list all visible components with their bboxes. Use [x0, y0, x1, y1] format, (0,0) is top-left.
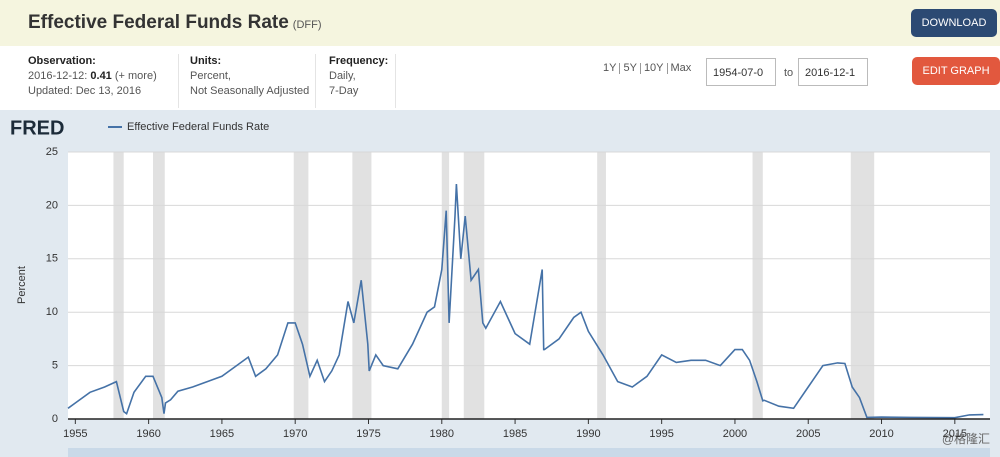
- obs-date: 2016-12-12:: [28, 70, 88, 82]
- recession-band: [293, 152, 309, 419]
- y-axis-label: Percent: [16, 266, 28, 304]
- range-options: 1Y 5Y 10Y Max: [600, 63, 694, 74]
- x-tick-label: 2015: [943, 428, 967, 440]
- x-tick-label: 1995: [649, 428, 673, 440]
- x-tick-label: 1955: [63, 428, 87, 440]
- y-tick-label: 15: [46, 253, 58, 265]
- plot-area: [68, 152, 990, 419]
- recession-band: [441, 152, 450, 419]
- y-tick-label: 25: [46, 146, 58, 158]
- watermark: @格隆汇: [942, 431, 990, 446]
- units-line: Not Seasonally Adjusted: [190, 85, 310, 97]
- more-link[interactable]: (+ more): [114, 70, 157, 82]
- y-tick-label: 0: [52, 413, 58, 425]
- x-tick-label: 2005: [796, 428, 820, 440]
- legend-label: Effective Federal Funds Rate: [127, 121, 269, 133]
- edit-graph-button[interactable]: EDIT GRAPH: [912, 57, 1000, 85]
- x-tick-label: 1960: [136, 428, 160, 440]
- logo: FRED: [10, 117, 64, 139]
- to-label: to: [784, 67, 794, 79]
- recession-band: [752, 152, 763, 419]
- y-tick-label: 10: [46, 306, 58, 318]
- frequency: Frequency: Daily, 7-Day: [329, 54, 396, 108]
- series-line: [67, 183, 984, 419]
- x-tick-label: 1970: [283, 428, 307, 440]
- units: Units: Percent, Not Seasonally Adjusted: [190, 54, 316, 108]
- x-tick-label: 1985: [503, 428, 527, 440]
- x-tick-label: 2000: [723, 428, 747, 440]
- range-link[interactable]: Max: [666, 63, 695, 74]
- x-tick-label: 1980: [430, 428, 454, 440]
- download-button[interactable]: DOWNLOAD: [911, 9, 997, 37]
- recession-band: [850, 152, 875, 419]
- recession-band: [463, 152, 485, 419]
- y-tick-label: 20: [46, 199, 58, 211]
- range-link[interactable]: 10Y: [639, 63, 667, 74]
- units-line: Percent,: [190, 70, 231, 82]
- observation: Observation: 2016-12-12: 0.41 (+ more) U…: [28, 54, 179, 108]
- x-tick-label: 1975: [356, 428, 380, 440]
- label: Units:: [190, 55, 222, 67]
- date-to[interactable]: 2016-12-1: [798, 58, 868, 86]
- x-tick-label: 1990: [576, 428, 600, 440]
- recession-band: [113, 152, 124, 419]
- title: Effective Federal Funds Rate: [28, 12, 289, 33]
- range-link[interactable]: 5Y: [619, 63, 639, 74]
- date-from[interactable]: 1954-07-0: [706, 58, 776, 86]
- x-tick-label: 2010: [869, 428, 893, 440]
- updated: Updated: Dec 13, 2016: [28, 85, 142, 97]
- chart: FRED Effective Federal Funds Rate Percen…: [0, 110, 1000, 457]
- series-id: (DFF): [292, 19, 322, 31]
- range-link[interactable]: 1Y: [603, 62, 617, 74]
- navigator: [68, 448, 990, 457]
- header: Effective Federal Funds Rate (DFF) DOWNLO…: [0, 0, 1000, 46]
- title-wrap: Effective Federal Funds Rate (DFF): [28, 12, 322, 34]
- freq-line: 7-Day: [329, 85, 359, 97]
- label: Observation:: [28, 55, 96, 67]
- obs-value: 0.41: [90, 70, 112, 82]
- recession-band: [597, 152, 606, 419]
- freq-line: Daily,: [329, 70, 356, 82]
- recession-band: [153, 152, 165, 419]
- x-tick-label: 1965: [210, 428, 234, 440]
- label: Frequency:: [329, 55, 389, 67]
- y-tick-label: 5: [52, 360, 58, 372]
